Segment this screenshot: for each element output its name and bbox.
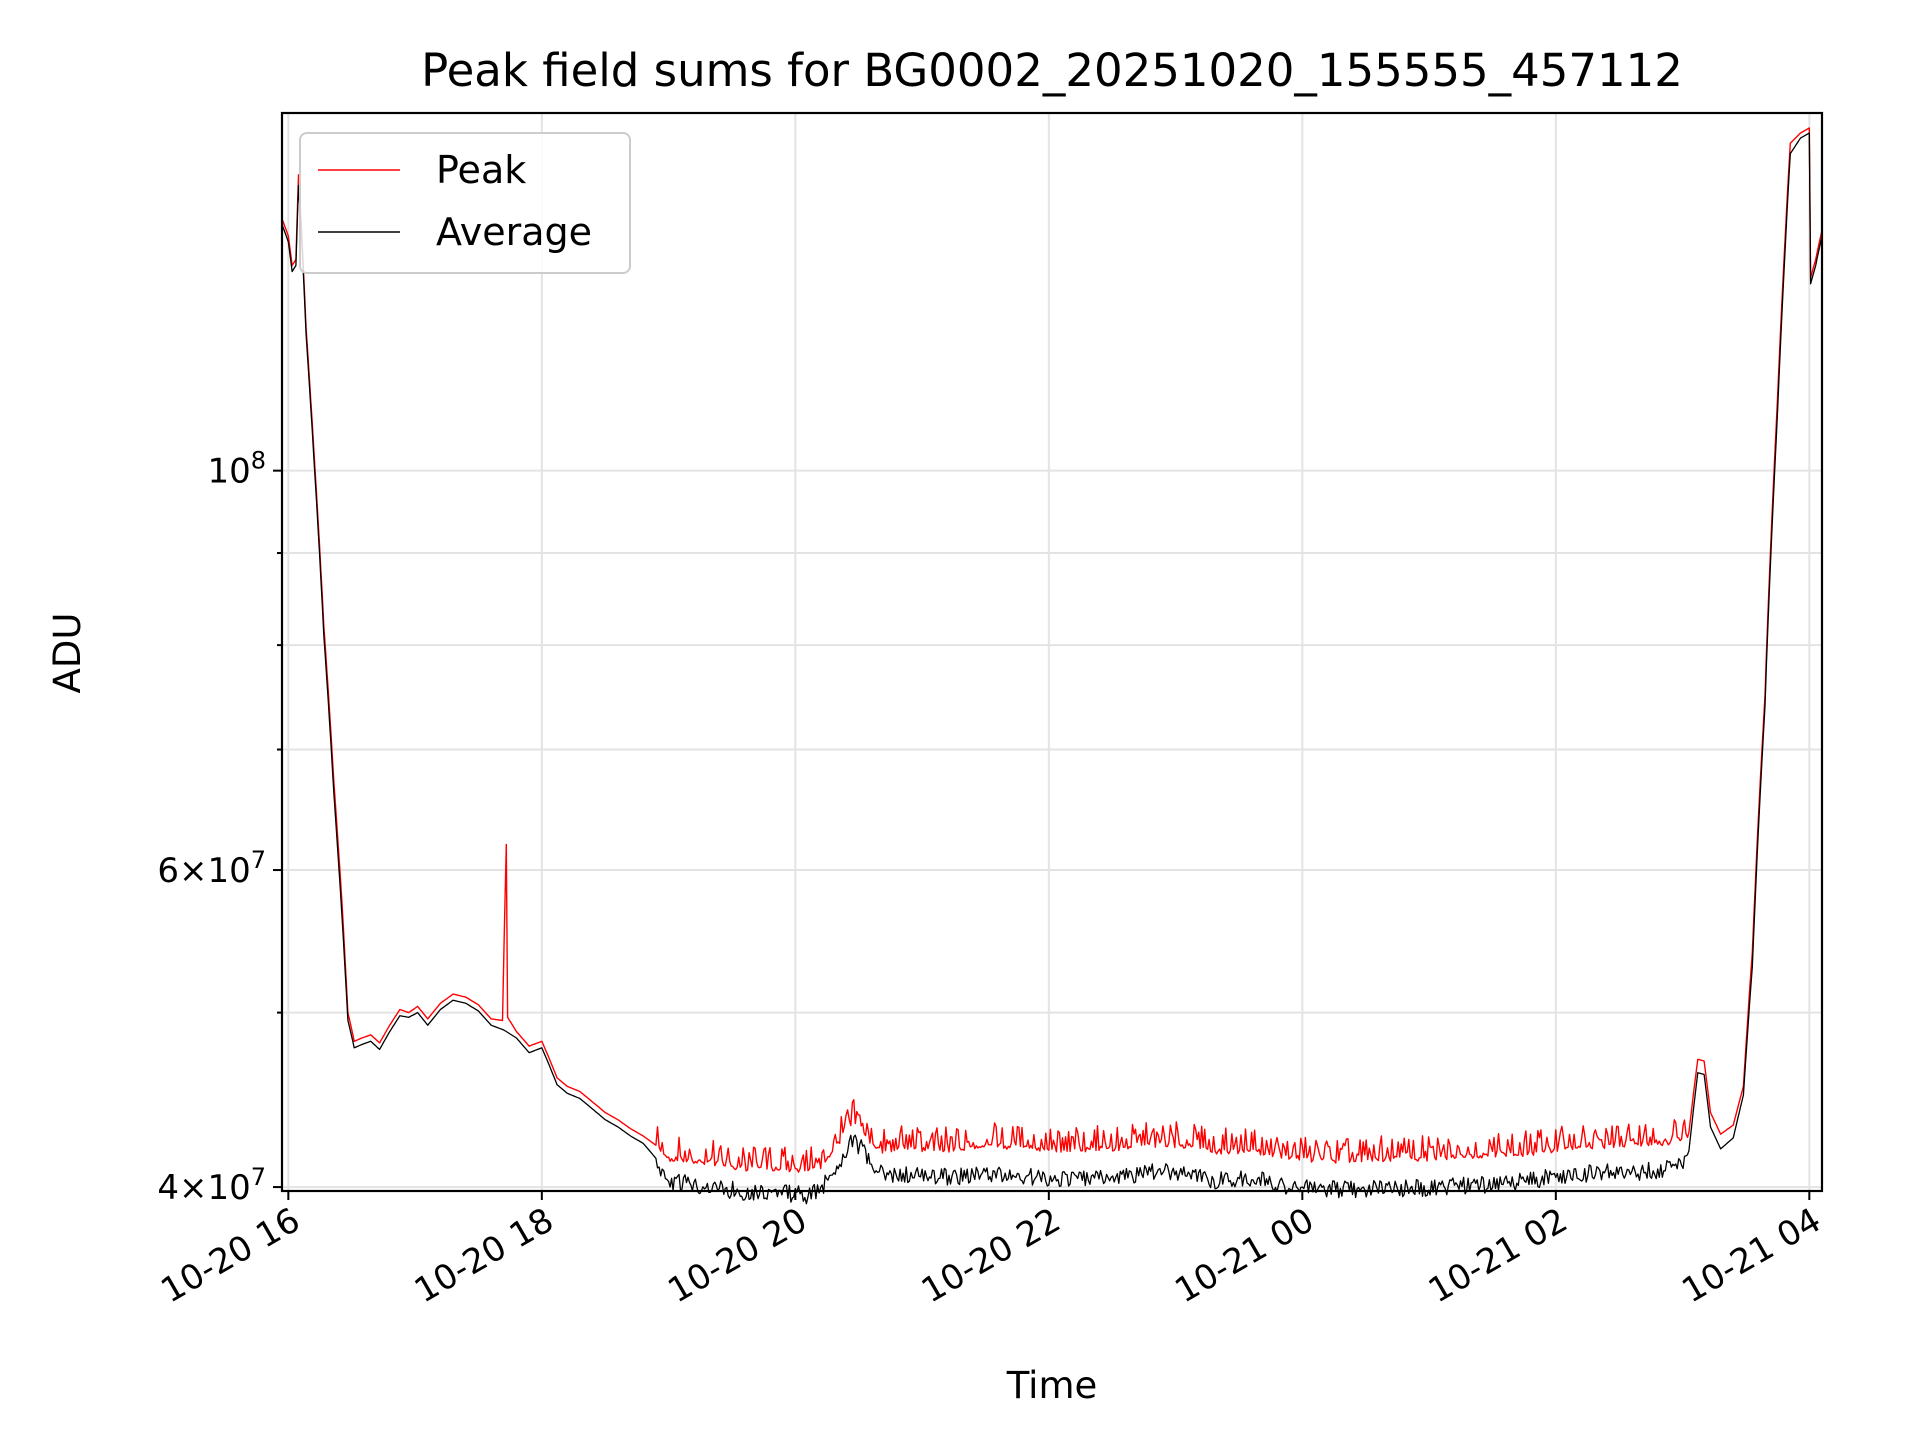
- legend-average-label: Average: [436, 210, 592, 254]
- plot-frame: [280, 111, 1824, 1193]
- y-tick-label: 108: [207, 447, 266, 492]
- y-tick-label: 4×107: [157, 1163, 266, 1208]
- legend-peak-label: Peak: [436, 148, 526, 192]
- y-tick-label: 6×107: [157, 846, 266, 891]
- series-layer: [281, 127, 1823, 1205]
- chart-title: Peak field sums for BG0002_20251020_1555…: [421, 44, 1683, 97]
- legend-box: [299, 132, 631, 274]
- x-axis-label: Time: [1006, 1364, 1098, 1407]
- y-axis-label: ADU: [46, 613, 89, 694]
- series-line-peak: [281, 127, 1823, 1173]
- grid: [282, 113, 1822, 1191]
- series-line-average: [281, 132, 1823, 1205]
- legend: Peak Average: [299, 132, 631, 274]
